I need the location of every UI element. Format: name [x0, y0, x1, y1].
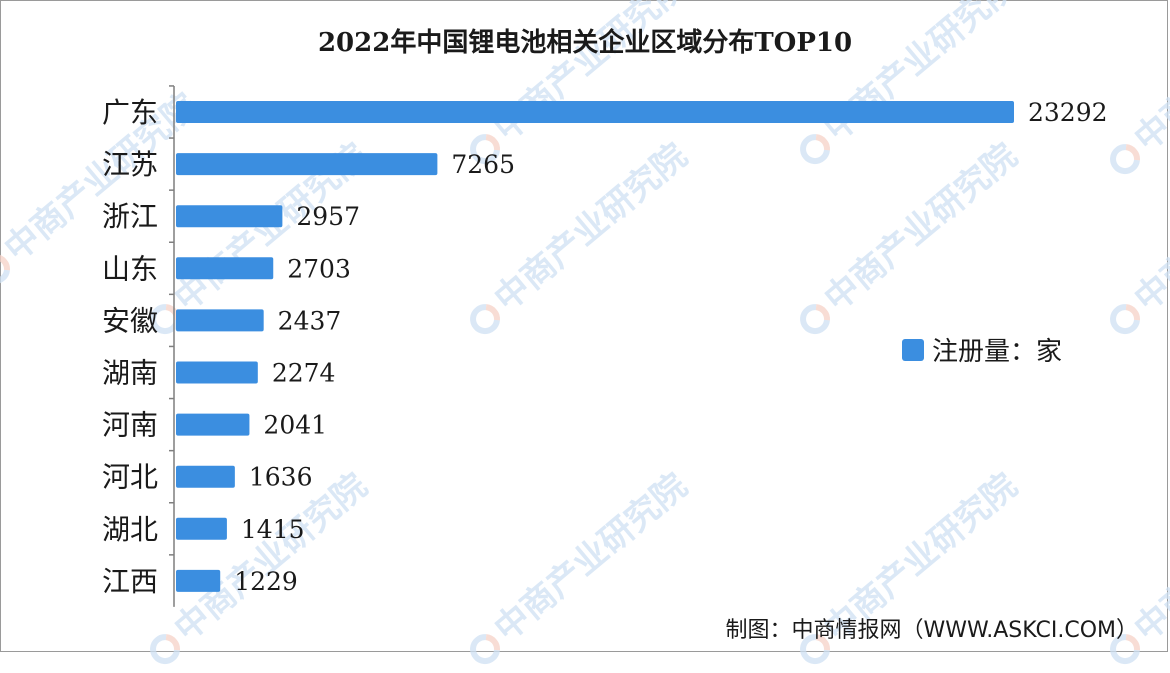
chart-frame	[0, 0, 1168, 652]
bar	[176, 205, 283, 228]
bar	[176, 517, 227, 540]
category-label: 江苏	[102, 148, 158, 181]
legend-swatch	[902, 338, 924, 361]
legend: 注册量：家	[902, 331, 1062, 368]
bar-chart: 广东 23292 江苏 7265 浙江 2957 山东 2703 安徽 2437 湖南 2274 河南 2…	[102, 85, 1108, 607]
category-label: 河北	[102, 461, 158, 494]
value-label: 2957	[296, 202, 360, 231]
bar	[176, 101, 1014, 123]
category-label: 湖北	[102, 513, 158, 546]
value-label: 2703	[287, 254, 351, 283]
category-label: 广东	[102, 96, 158, 129]
category-label: 山东	[102, 252, 158, 285]
bar	[176, 413, 250, 436]
bar	[176, 465, 235, 488]
value-label: 23292	[1028, 98, 1108, 127]
value-label: 2274	[272, 359, 336, 388]
chart-title: 2022年中国锂电池相关企业区域分布TOP10	[317, 28, 853, 58]
bar	[176, 153, 438, 176]
value-label: 1229	[234, 567, 298, 596]
value-label: 2041	[263, 411, 327, 440]
bar	[176, 309, 264, 332]
category-label: 安徽	[102, 304, 158, 337]
value-label: 1636	[249, 463, 313, 492]
legend-label: 注册量：家	[932, 337, 1063, 367]
category-label: 浙江	[102, 200, 158, 233]
bar	[176, 361, 258, 384]
category-label: 江西	[102, 565, 158, 598]
bar	[176, 569, 221, 592]
category-label: 湖南	[102, 357, 158, 390]
value-label: 2437	[278, 306, 342, 335]
bar	[176, 257, 274, 280]
category-label: 河南	[102, 409, 158, 442]
source-note: 制图：中商情报网（WWW.ASKCI.COM）	[725, 618, 1138, 643]
value-label: 7265	[451, 150, 515, 179]
value-label: 1415	[241, 515, 305, 544]
